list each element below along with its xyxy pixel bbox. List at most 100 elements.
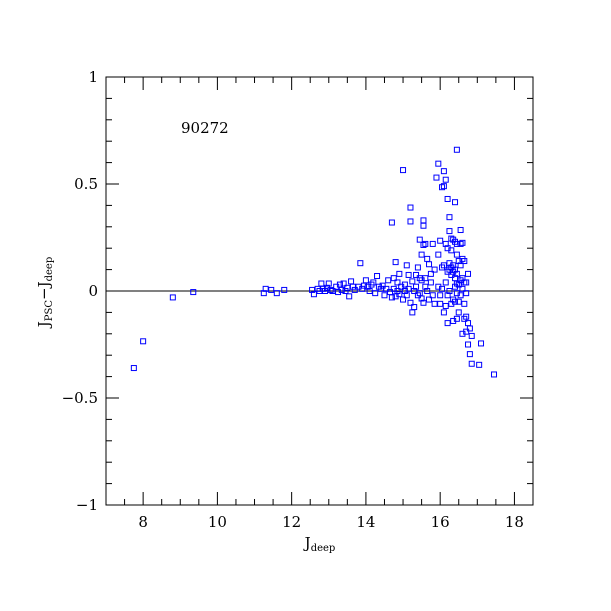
y-label-main1: J [35, 321, 53, 329]
data-point [452, 266, 459, 273]
data-point [413, 271, 420, 278]
data-point [407, 218, 414, 225]
data-point [457, 227, 464, 234]
data-point [457, 262, 464, 269]
data-point [400, 167, 407, 174]
y-label-main2: J [35, 281, 53, 289]
data-point [322, 288, 329, 294]
data-point [420, 299, 427, 306]
x-tick-label: 16 [431, 513, 450, 531]
data-point [452, 199, 459, 206]
data-point [444, 320, 451, 327]
data-point [446, 228, 453, 235]
data-point [379, 282, 386, 289]
data-point [448, 247, 455, 254]
data-point [414, 264, 421, 271]
data-point [422, 240, 429, 247]
data-point [463, 279, 470, 286]
data-point [453, 315, 460, 322]
x-tick-label: 8 [138, 513, 148, 531]
data-point [268, 286, 275, 293]
y-label-minus: − [35, 287, 53, 300]
data-point [344, 284, 351, 291]
data-point [413, 283, 420, 290]
data-point [396, 291, 403, 298]
data-point [442, 302, 449, 309]
data-point [453, 280, 460, 287]
data-point [440, 183, 447, 190]
data-point [405, 285, 412, 292]
data-point [461, 258, 468, 265]
data-point [407, 204, 414, 211]
data-point [448, 235, 455, 242]
data-point [444, 195, 451, 202]
data-point [407, 299, 414, 306]
data-point [310, 291, 317, 298]
y-tick-label: 0.5 [74, 175, 98, 193]
data-point [359, 285, 366, 292]
y-tick-label: 0 [88, 282, 98, 300]
data-point [396, 270, 403, 277]
axis-ticks [105, 76, 534, 506]
data-point [140, 338, 147, 345]
data-point [190, 289, 197, 296]
x-tick-label: 14 [356, 513, 375, 531]
data-point [418, 295, 425, 302]
data-point [130, 365, 137, 372]
data-point [468, 360, 475, 367]
data-point [327, 286, 334, 293]
data-point [377, 285, 384, 292]
data-point [346, 293, 353, 300]
data-point [388, 219, 395, 226]
data-point [465, 270, 472, 277]
y-label-subscript2: deep [44, 257, 55, 282]
data-point [453, 240, 460, 247]
data-point [424, 255, 431, 262]
data-point [440, 309, 447, 316]
data-point [433, 174, 440, 181]
data-point [466, 325, 473, 332]
data-point [351, 286, 358, 293]
data-point [452, 298, 459, 305]
data-point [260, 290, 267, 297]
data-point [383, 285, 390, 292]
data-point [459, 275, 466, 282]
data-point [385, 277, 392, 284]
data-point [169, 294, 176, 301]
data-point [427, 270, 434, 277]
data-point [394, 279, 401, 286]
data-point [325, 280, 332, 287]
data-point [448, 271, 455, 278]
data-point [491, 371, 498, 378]
y-label-subscript1: PSC [44, 300, 55, 322]
data-point [446, 214, 453, 221]
data-point [437, 292, 444, 299]
data-point [442, 176, 449, 183]
data-point [403, 292, 410, 299]
data-point [440, 262, 447, 269]
data-point [420, 222, 427, 229]
data-point [478, 340, 485, 347]
data-point [409, 309, 416, 316]
data-point [362, 277, 369, 284]
data-point [309, 286, 316, 293]
data-point [444, 292, 451, 299]
data-point [409, 278, 416, 285]
data-point [442, 279, 449, 286]
data-point [329, 288, 336, 294]
data-point [374, 273, 381, 280]
data-point [273, 290, 280, 297]
data-point [431, 266, 438, 273]
data-point [348, 278, 355, 285]
data-point [437, 300, 444, 307]
data-point [435, 251, 442, 258]
data-point [446, 288, 453, 294]
data-point [453, 251, 460, 258]
data-point [357, 260, 364, 267]
data-point [453, 146, 460, 153]
data-point [439, 184, 446, 191]
x-tick-label: 12 [282, 513, 301, 531]
y-axis-label: JPSC−Jdeep [35, 257, 55, 329]
data-point [420, 241, 427, 248]
